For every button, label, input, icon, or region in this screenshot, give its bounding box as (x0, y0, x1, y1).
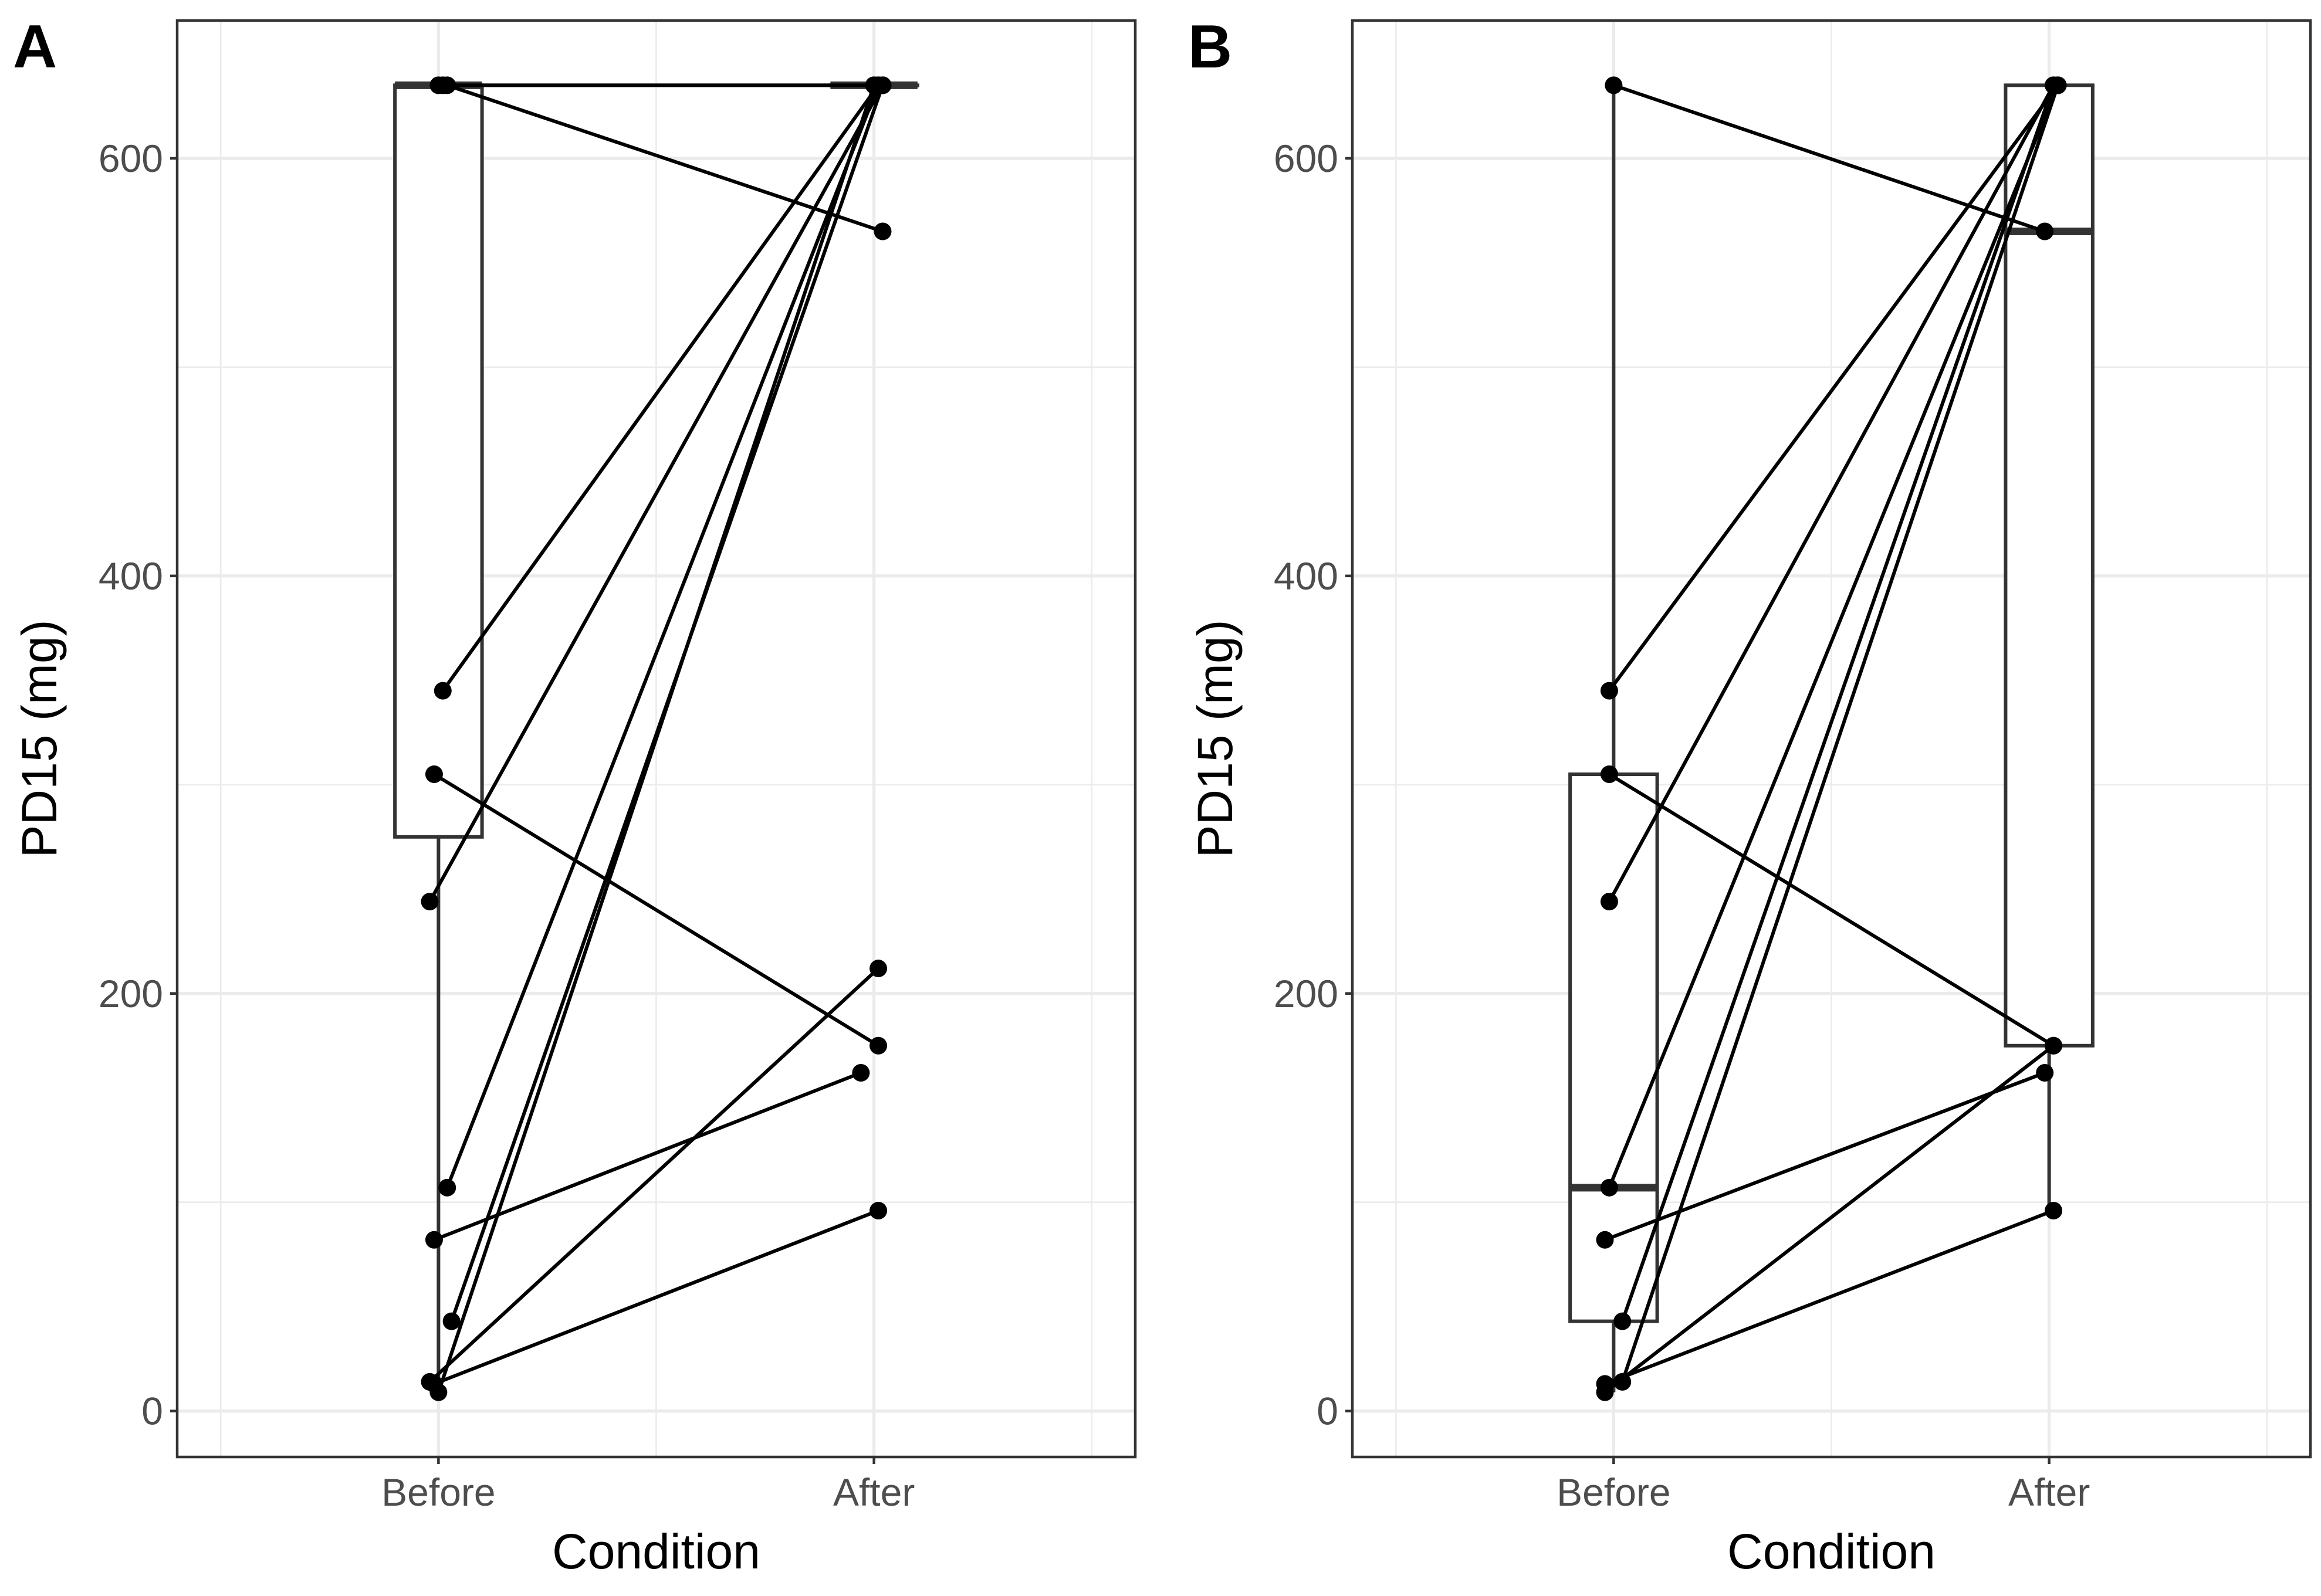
pair-line (433, 772, 879, 1048)
point-before (438, 1178, 456, 1197)
x-tick-label: After (833, 1470, 915, 1514)
point-before (425, 1231, 443, 1249)
panel-b: 0 200 400 600 Before After Condition PD15 (mg) B (1187, 13, 2312, 1579)
pair-line (1608, 772, 2055, 1048)
panel-letter: B (1188, 13, 1232, 81)
point-before (1600, 893, 1618, 911)
y-tick-label: 400 (99, 554, 163, 598)
panel-a: 0 200 400 600 Before After Condition PD15 (mg) A (12, 13, 1137, 1579)
point-after (869, 1201, 888, 1219)
x-tick-label: After (2008, 1470, 2090, 1514)
pair-line (428, 967, 880, 1384)
panel-border (175, 19, 1137, 1459)
point-before (1605, 76, 1623, 94)
y-tick-label: 600 (99, 137, 163, 180)
pair-line (1608, 84, 2059, 692)
point-after (2036, 1064, 2054, 1082)
box-after (2004, 83, 2095, 1048)
point-before (442, 1312, 461, 1330)
box-before (393, 83, 484, 839)
y-tick-label: 600 (1274, 137, 1338, 180)
point-after (2036, 222, 2054, 240)
point-after (869, 1036, 888, 1055)
pair-line (1620, 84, 2055, 1322)
y-axis-title: PD15 (mg) (12, 619, 67, 858)
y-tick-label: 200 (1274, 972, 1338, 1015)
pair-line (1604, 1071, 2046, 1242)
point-before (429, 1383, 448, 1401)
point-after (2045, 1201, 2063, 1219)
pair-line (445, 84, 880, 1188)
pair-line (1608, 84, 2055, 903)
point-before (1600, 682, 1618, 700)
point-before (1613, 1373, 1632, 1391)
y-tick-label: 400 (1274, 554, 1338, 598)
point-after (2045, 1036, 2063, 1055)
point-before (1596, 1231, 1614, 1249)
x-axis-title: Condition (1727, 1524, 1936, 1579)
point-before (1613, 1312, 1632, 1330)
point-before (425, 765, 443, 784)
pair-line (1608, 84, 2060, 1188)
point-after (865, 76, 883, 94)
pair-line (428, 84, 885, 903)
point-before (1600, 765, 1618, 784)
pair-line (433, 1071, 862, 1242)
point-after (874, 222, 892, 240)
y-axis-title: PD15 (mg) (1187, 619, 1243, 858)
point-before (421, 893, 439, 911)
point-after (852, 1064, 870, 1082)
x-tick-label: Before (381, 1470, 495, 1514)
y-tick-label: 200 (99, 972, 163, 1015)
pair-line (437, 84, 876, 1393)
pair-line (441, 84, 880, 692)
panel-border (1351, 19, 2312, 1459)
pair-line (1603, 1044, 2055, 1394)
point-before (434, 682, 452, 700)
y-tick-label: 0 (1317, 1390, 1338, 1433)
x-axis-title: Condition (552, 1524, 760, 1579)
point-after (2049, 76, 2067, 94)
point-before (1596, 1383, 1614, 1401)
pair-line (1620, 84, 2060, 1382)
box-before (1568, 772, 1659, 1323)
pair-line (433, 1209, 879, 1386)
point-before (438, 76, 456, 94)
pair-line (1613, 83, 2046, 233)
x-tick-label: Before (1557, 1470, 1670, 1514)
panel-letter: A (13, 13, 57, 81)
pair-line (446, 83, 884, 233)
y-tick-label: 0 (141, 1390, 163, 1433)
pair-line (1604, 1209, 2055, 1386)
point-after (869, 960, 888, 978)
point-before (1600, 1178, 1618, 1197)
